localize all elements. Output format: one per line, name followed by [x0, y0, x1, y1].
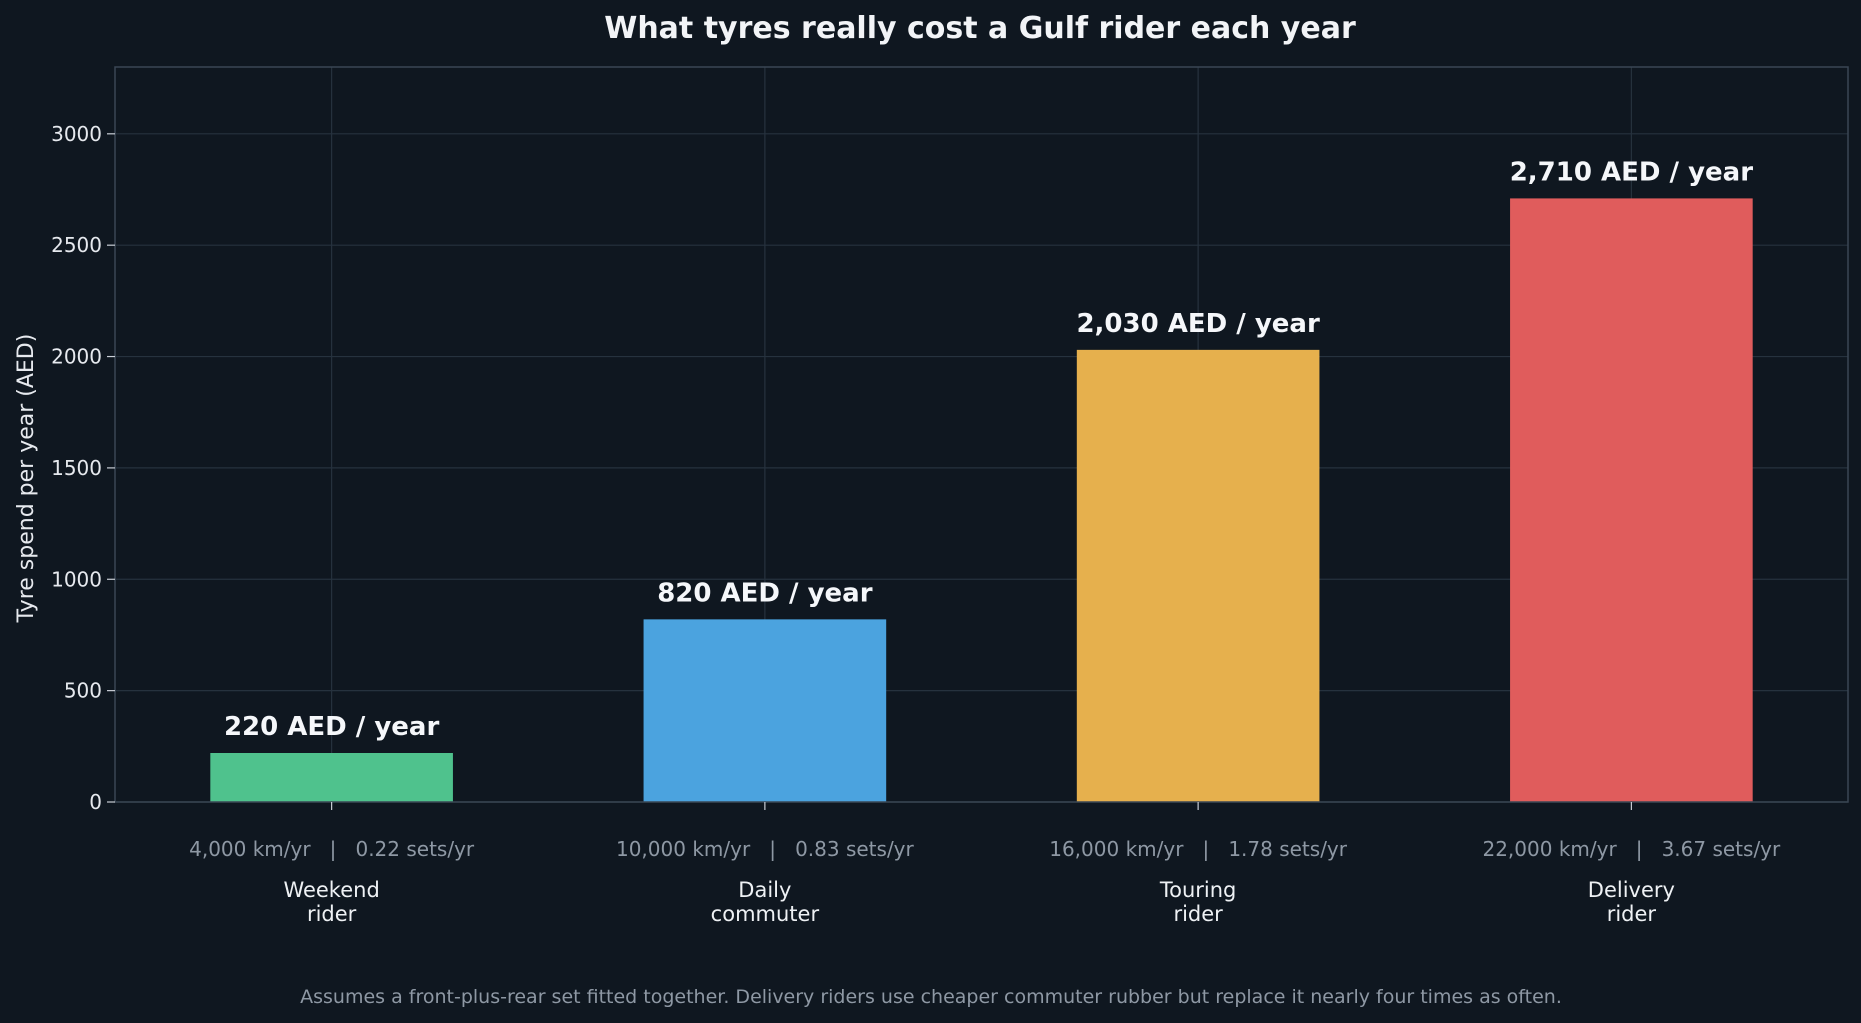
- bar-labels: 220 AED / year 820 AED / year 2,030 AED / …: [224, 157, 1753, 742]
- bar: [1510, 198, 1753, 803]
- x-category-label: Touring: [1159, 878, 1237, 902]
- y-tick-label: 500: [64, 679, 102, 703]
- x-category-label: Daily: [738, 878, 791, 902]
- grid-lines: [115, 67, 1848, 803]
- x-usage-label: 10,000 km/yr | 0.83 sets/yr: [616, 837, 915, 861]
- footnote: Assumes a front-plus-rear set fitted tog…: [300, 986, 1562, 1008]
- plot-border: [114, 66, 1849, 803]
- x-usage-label: 22,000 km/yr | 3.67 sets/yr: [1482, 837, 1781, 861]
- y-axis-label: Tyre spend per year (AED): [14, 334, 39, 624]
- x-usage-label: 16,000 km/yr | 1.78 sets/yr: [1049, 837, 1348, 861]
- bar: [643, 619, 887, 802]
- bars: [210, 198, 1753, 803]
- bar-value-label: 820 AED / year: [657, 578, 873, 608]
- y-tick-label: 2000: [51, 345, 102, 369]
- x-axis-labels: 4,000 km/yr | 0.22 sets/yrWeekendrider10…: [189, 802, 1781, 926]
- x-usage-label: 4,000 km/yr | 0.22 sets/yr: [189, 837, 475, 861]
- y-tick-label: 1000: [51, 567, 102, 591]
- x-category-label: Delivery: [1588, 878, 1675, 902]
- y-tick-label: 0: [89, 790, 102, 814]
- x-category-label: rider: [1607, 902, 1657, 926]
- plot-frame: [114, 66, 1849, 803]
- bar: [210, 753, 453, 802]
- chart-title: What tyres really cost a Gulf rider each…: [604, 11, 1356, 46]
- y-tick-label: 1500: [51, 456, 102, 480]
- x-category-label: rider: [307, 902, 357, 926]
- bar-value-label: 2,030 AED / year: [1076, 309, 1319, 339]
- bar-value-label: 220 AED / year: [224, 712, 440, 742]
- bar: [1076, 349, 1320, 802]
- y-tick-label: 3000: [51, 122, 102, 146]
- x-category-label: Weekend: [283, 878, 379, 902]
- x-category-label: commuter: [711, 902, 820, 926]
- bar-value-label: 2,710 AED / year: [1510, 157, 1753, 187]
- y-tick-label: 2500: [51, 233, 102, 257]
- y-axis-ticks: 0 500 1000 1500 2000 2500 3000: [51, 122, 115, 814]
- x-category-label: rider: [1173, 902, 1223, 926]
